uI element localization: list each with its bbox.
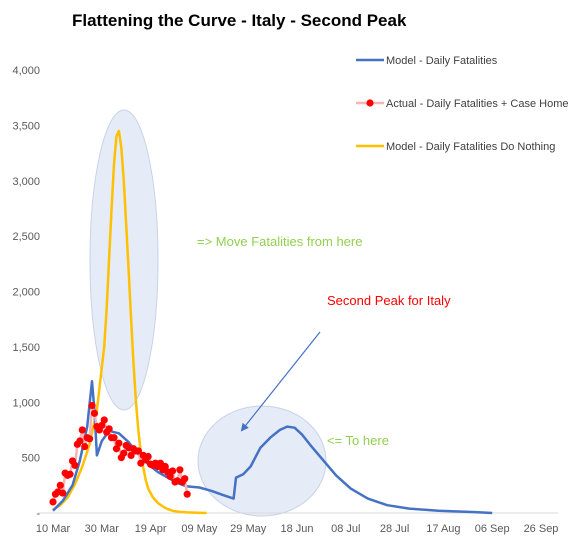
series-layer bbox=[49, 129, 493, 515]
y-tick-label: 1,500 bbox=[12, 342, 40, 354]
data-point-actual bbox=[90, 409, 99, 417]
x-tick-label: 26 Sep bbox=[524, 523, 559, 535]
data-point-actual bbox=[120, 449, 128, 457]
x-tick-label: 09 May bbox=[181, 523, 218, 535]
data-point-actual bbox=[176, 466, 184, 474]
legend-label: Model - Daily Fatalities Do Nothing bbox=[386, 141, 555, 153]
legend-label: Actual - Daily Fatalities + Case Home bbox=[386, 98, 568, 110]
data-point-actual bbox=[161, 462, 169, 471]
data-point-actual bbox=[115, 439, 123, 447]
highlight-layer bbox=[89, 109, 327, 517]
highlight-ellipse-first-peak bbox=[89, 109, 159, 411]
y-tick-label: - bbox=[36, 508, 40, 520]
y-tick-label: 3,000 bbox=[12, 176, 40, 188]
y-tick-label: 500 bbox=[22, 453, 40, 465]
y-tick-label: 1,000 bbox=[12, 397, 40, 409]
data-point-actual bbox=[127, 451, 135, 460]
data-point-actual bbox=[76, 437, 84, 445]
data-point-actual bbox=[112, 445, 121, 453]
data-point-actual bbox=[100, 416, 108, 424]
x-tick-label: 28 Jul bbox=[380, 523, 409, 535]
data-point-actual bbox=[56, 481, 64, 489]
data-point-actual bbox=[105, 425, 113, 433]
annotation-second-peak: Second Peak for Italy bbox=[327, 293, 451, 308]
data-point-actual bbox=[166, 472, 174, 481]
data-point-actual bbox=[66, 470, 74, 478]
legend: Model - Daily Fatalities Actual - Daily F… bbox=[356, 55, 568, 153]
data-point-actual bbox=[88, 401, 96, 410]
x-tick-label: 08 Jul bbox=[331, 523, 360, 535]
x-tick-label: 19 Apr bbox=[135, 523, 167, 535]
annotation-move-fatalities: => Move Fatalities from here bbox=[197, 234, 362, 249]
data-point-actual bbox=[71, 461, 79, 469]
data-point-actual bbox=[59, 489, 67, 497]
series-line-do-nothing bbox=[52, 129, 207, 515]
x-tick-label: 30 Mar bbox=[85, 523, 120, 535]
y-tick-label: 3,500 bbox=[12, 120, 40, 132]
y-axis-ticks: - 500 1,000 1,500 2,000 2,500 3,000 3,500 4,000 bbox=[12, 65, 40, 520]
x-tick-label: 10 Mar bbox=[36, 523, 71, 535]
x-tick-label: 29 May bbox=[230, 523, 267, 535]
data-point-actual bbox=[168, 467, 177, 475]
annotations: => Move Fatalities from here Second Peak … bbox=[197, 234, 451, 448]
data-point-actual bbox=[181, 475, 189, 483]
annotation-to-here: <= To here bbox=[327, 433, 389, 448]
y-tick-label: 2,500 bbox=[12, 231, 40, 243]
data-point-actual bbox=[144, 452, 152, 461]
series-line-model bbox=[52, 379, 493, 515]
x-tick-label: 18 Jun bbox=[280, 523, 313, 535]
legend-label: Model - Daily Fatalities bbox=[386, 55, 498, 67]
legend-swatch-marker bbox=[366, 99, 374, 107]
y-tick-label: 2,000 bbox=[12, 287, 40, 299]
x-tick-label: 06 Sep bbox=[475, 523, 510, 535]
highlight-ellipse-second-peak bbox=[197, 405, 327, 517]
data-point-actual bbox=[183, 490, 191, 498]
chart-title: Flattening the Curve - Italy - Second Pe… bbox=[72, 11, 407, 30]
y-tick-label: 4,000 bbox=[12, 65, 40, 77]
data-point-actual bbox=[81, 442, 89, 451]
x-tick-label: 17 Aug bbox=[426, 523, 460, 535]
data-point-actual bbox=[110, 434, 118, 442]
data-point-actual bbox=[86, 435, 94, 443]
annotation-arrow bbox=[240, 331, 321, 432]
data-point-actual bbox=[78, 426, 86, 434]
data-point-actual bbox=[98, 421, 106, 430]
x-axis-ticks: 10 Mar 30 Mar 19 Apr 09 May 29 May 18 Jun 08 J… bbox=[36, 523, 559, 535]
data-point-actual bbox=[134, 447, 142, 455]
data-point-actual bbox=[49, 498, 57, 506]
